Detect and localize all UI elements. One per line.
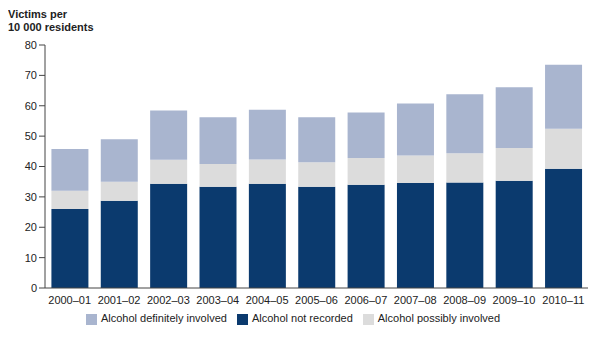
- svg-text:0: 0: [31, 282, 37, 294]
- html-text:Alcohol possibly involved: Alcohol possibly involved: [377, 312, 501, 324]
- svg-text:2007–08: 2007–08: [394, 294, 437, 306]
- svg-text:2006–07: 2006–07: [344, 294, 387, 306]
- svg-text:2008–09: 2008–09: [443, 294, 486, 306]
- svg-text:30: 30: [25, 191, 37, 203]
- svg-text:2002–03: 2002–03: [147, 294, 190, 306]
- svg-text:2009–10: 2009–10: [493, 294, 536, 306]
- svg-text:60: 60: [25, 100, 37, 112]
- html-text:Victims per: Victims per: [8, 8, 68, 20]
- svg-text:50: 50: [25, 130, 37, 142]
- svg-text:20: 20: [25, 221, 37, 233]
- svg-text:70: 70: [25, 69, 37, 81]
- html-text:10 000 residents: 10 000 residents: [8, 21, 94, 33]
- svg-text:2004–05: 2004–05: [246, 294, 289, 306]
- html-text:Alcohol definitely involved: Alcohol definitely involved: [100, 312, 227, 324]
- svg-text:2000–01: 2000–01: [48, 294, 91, 306]
- svg-text:80: 80: [25, 39, 37, 51]
- svg-text:40: 40: [25, 160, 37, 172]
- svg-text:2003–04: 2003–04: [196, 294, 239, 306]
- html-text:Alcohol not recorded: Alcohol not recorded: [251, 312, 353, 324]
- svg-text:10: 10: [25, 252, 37, 264]
- svg-text:2005–06: 2005–06: [295, 294, 338, 306]
- svg-text:2010–11: 2010–11: [542, 294, 584, 306]
- svg-text:2001–02: 2001–02: [98, 294, 141, 306]
